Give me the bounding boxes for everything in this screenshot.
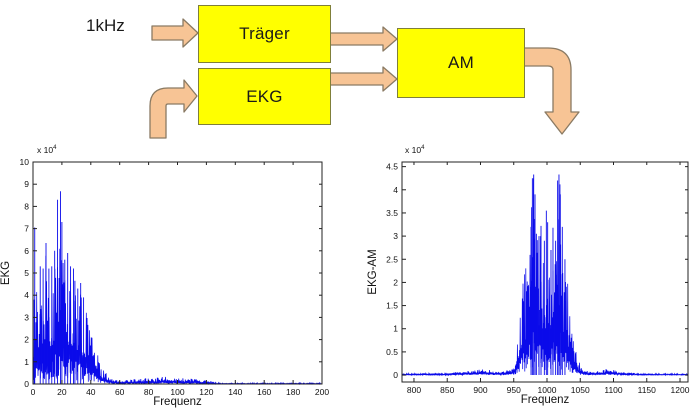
spectrum-trace <box>32 248 323 386</box>
arrow-ekg-to-am-icon <box>329 66 398 92</box>
x-tick-label: 180 <box>286 387 300 397</box>
y-axis-label: EKG <box>0 260 12 286</box>
y-tick-label: 0 <box>24 379 29 389</box>
y-tick-label: 1.5 <box>386 301 398 311</box>
y-tick-label: 6 <box>24 246 29 256</box>
x-tick-label: 0 <box>31 387 36 397</box>
x-tick-label: 850 <box>440 385 454 395</box>
x-tick-label: 950 <box>507 385 521 395</box>
y-axis-label: EKG-AM <box>367 249 379 295</box>
ekg-spectrum-plot-area: 0 20 40 60 80 100 120 140 160 180 200 0 1 2 3 4 5 6 7 8 9 10 <box>20 157 330 397</box>
x-tick-label: 120 <box>199 387 213 397</box>
x-tick-label: 140 <box>228 387 242 397</box>
y-tick-label: 4.5 <box>386 162 398 172</box>
x-tick-label: 1000 <box>538 385 557 395</box>
y-tick-label: 0.5 <box>386 347 398 357</box>
y-tick-label: 1 <box>393 324 398 334</box>
y-tick-label: 4 <box>24 290 29 300</box>
y-tick-label: 0 <box>393 370 398 380</box>
arrow-am-output-icon <box>522 47 580 135</box>
am-modulation-block-diagram: 1kHz Träger EKG AM <box>0 0 697 145</box>
ekg-block: EKG <box>198 68 331 125</box>
x-tick-label: 1200 <box>671 385 690 395</box>
y-tick-label: 10 <box>20 157 30 167</box>
x-tick-label: 100 <box>170 387 184 397</box>
x-tick-label: 1100 <box>604 385 623 395</box>
axes-box <box>401 161 689 383</box>
ekg-am-spectrum-plot-area: 800 850 900 950 1000 1050 1100 1150 1200 0 0.5 1 1.5… <box>386 161 690 395</box>
x-tick-label: 800 <box>407 385 421 395</box>
x-tick-label: 20 <box>57 387 67 397</box>
arrow-traeger-to-am-icon <box>329 26 398 52</box>
am-block-label: AM <box>448 53 474 72</box>
x-axis-label: Frequenz <box>153 396 202 408</box>
y-tick-label: 2.5 <box>386 254 398 264</box>
traeger-block: Träger <box>198 5 331 63</box>
y-scale-exponent-label: x 104 <box>405 145 425 155</box>
ekg-spectrum-chart: 0 20 40 60 80 100 120 140 160 180 200 0 1 2 3 4 5 6 7 8 9 10 … <box>0 140 350 420</box>
arrow-1khz-to-traeger-icon <box>151 18 199 48</box>
input-frequency-label: 1kHz <box>86 16 125 35</box>
y-tick-label: 8 <box>24 201 29 211</box>
x-axis-label: Frequenz <box>520 394 570 406</box>
x-tick-label: 900 <box>473 385 487 395</box>
y-tick-label: 1 <box>24 357 29 367</box>
ekg-am-spectrum-chart: 800 850 900 950 1000 1050 1100 1150 1200 0 0.5 1 1.5… <box>350 140 697 420</box>
ekg-block-label: EKG <box>246 86 283 106</box>
y-tick-label: 5 <box>24 268 29 278</box>
x-tick-label: 60 <box>115 387 125 397</box>
y-tick-label: 2 <box>393 277 398 287</box>
y-scale-exponent-label: x 104 <box>37 145 57 155</box>
x-tick-label: 80 <box>144 387 154 397</box>
x-tick-label: 200 <box>315 387 329 397</box>
x-tick-label: 1150 <box>638 385 657 395</box>
y-tick-label: 9 <box>24 179 29 189</box>
diagram-arrows <box>149 18 580 139</box>
x-tick-label: 40 <box>86 387 96 397</box>
y-tick-label: 3 <box>24 312 29 322</box>
y-tick-label: 4 <box>393 185 398 195</box>
y-tick-label: 2 <box>24 335 29 345</box>
y-tick-label: 7 <box>24 224 29 234</box>
x-tick-label: 1050 <box>571 385 590 395</box>
arrow-curved-into-ekg-icon <box>149 79 198 139</box>
y-tick-label: 3 <box>393 231 398 241</box>
x-tick-label: 160 <box>257 387 271 397</box>
spectrum-trace <box>401 178 689 377</box>
am-block: AM <box>397 28 525 98</box>
traeger-block-label: Träger <box>239 24 290 43</box>
y-tick-label: 3.5 <box>386 208 398 218</box>
